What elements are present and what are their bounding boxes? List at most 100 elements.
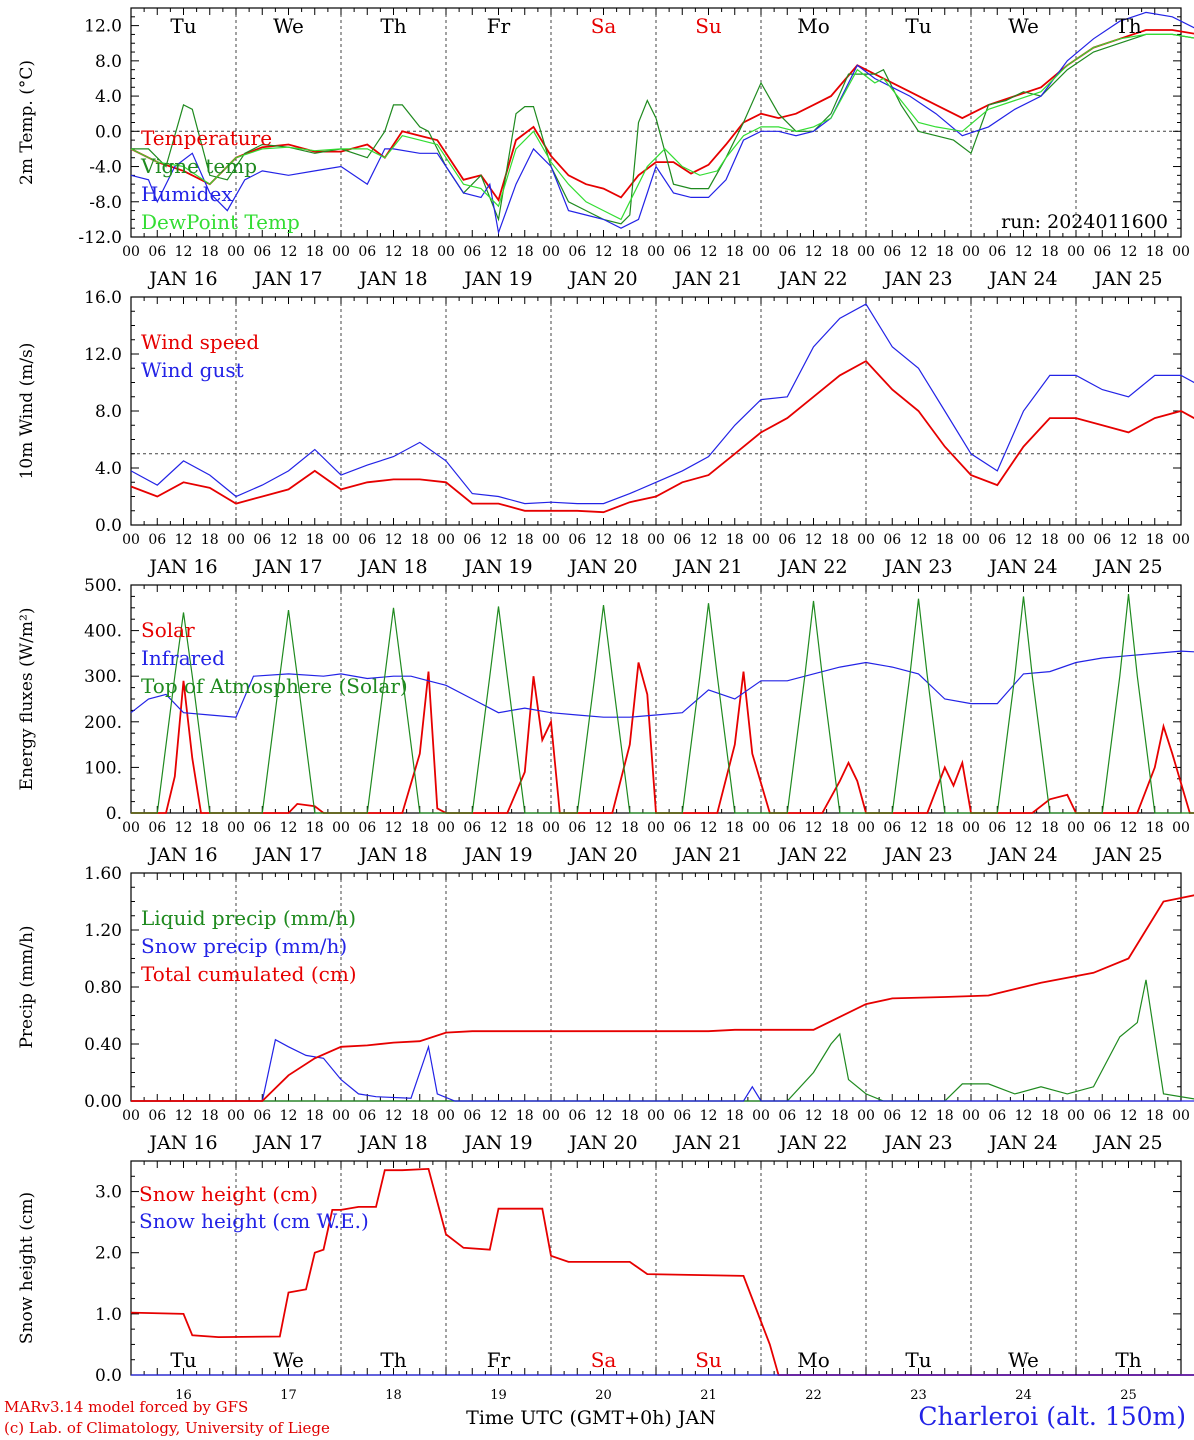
weekday-label: Sa bbox=[591, 1348, 617, 1372]
date-label: JAN 23 bbox=[882, 556, 952, 578]
hour-tick-label: 06 bbox=[253, 244, 271, 260]
hour-tick-label: 18 bbox=[411, 244, 429, 260]
day-number: 16 bbox=[175, 1388, 192, 1403]
y-tick-label: 300. bbox=[84, 667, 122, 687]
hour-tick-label: 18 bbox=[831, 244, 849, 260]
legend-entry: Snow height (cm) bbox=[139, 1182, 318, 1206]
hour-tick-label: 06 bbox=[988, 532, 1006, 548]
date-label: JAN 20 bbox=[567, 1132, 637, 1154]
y-tick-label: -12.0 bbox=[78, 228, 122, 248]
series-line bbox=[130, 303, 1194, 505]
hour-tick-label: 00 bbox=[227, 244, 245, 260]
y-tick-label: 3.0 bbox=[95, 1183, 122, 1203]
date-label: JAN 23 bbox=[882, 268, 952, 290]
day-number: 19 bbox=[490, 1388, 507, 1403]
hour-tick-label: 18 bbox=[306, 1108, 324, 1124]
hour-tick-label: 06 bbox=[148, 820, 166, 836]
y-tick-label: 1.20 bbox=[84, 921, 122, 941]
date-label: JAN 19 bbox=[462, 844, 532, 866]
hour-tick-label: 00 bbox=[332, 244, 350, 260]
hour-tick-label: 06 bbox=[358, 244, 376, 260]
hour-tick-label: 00 bbox=[962, 244, 980, 260]
hour-tick-label: 12 bbox=[490, 244, 508, 260]
date-label: JAN 20 bbox=[567, 556, 637, 578]
hour-tick-label: 12 bbox=[700, 532, 718, 548]
weekday-label: Mo bbox=[797, 14, 830, 38]
y-tick-label: 4.0 bbox=[95, 459, 122, 479]
hour-tick-label: 18 bbox=[201, 244, 219, 260]
hour-tick-label: 06 bbox=[988, 1108, 1006, 1124]
day-number: 24 bbox=[1015, 1388, 1032, 1403]
hour-tick-label: 18 bbox=[516, 244, 534, 260]
hour-tick-label: 12 bbox=[385, 532, 403, 548]
weekday-label: Tu bbox=[170, 1348, 196, 1372]
hour-tick-label: 06 bbox=[463, 1108, 481, 1124]
hour-tick-label: 18 bbox=[621, 532, 639, 548]
weekday-label: Fr bbox=[487, 1348, 511, 1372]
y-tick-label: -4.0 bbox=[89, 158, 122, 178]
hour-tick-label: 12 bbox=[910, 532, 928, 548]
hour-tick-label: 12 bbox=[805, 1108, 823, 1124]
hour-tick-label: 12 bbox=[490, 1108, 508, 1124]
hour-tick-label: 06 bbox=[778, 244, 796, 260]
hour-tick-label: 00 bbox=[332, 532, 350, 548]
hour-tick-label: 18 bbox=[306, 820, 324, 836]
hour-tick-label: 18 bbox=[1146, 532, 1164, 548]
y-tick-label: 100. bbox=[84, 758, 122, 778]
y-tick-label: 400. bbox=[84, 622, 122, 642]
y-tick-label: 0. bbox=[106, 804, 122, 824]
series-line bbox=[131, 894, 1194, 1102]
y-tick-label: 0.0 bbox=[95, 516, 122, 536]
legend-entry: Wind gust bbox=[141, 358, 244, 382]
hour-tick-label: 00 bbox=[332, 1108, 350, 1124]
hour-tick-label: 12 bbox=[490, 532, 508, 548]
day-number: 23 bbox=[910, 1388, 927, 1403]
panel-5: 3.0 2.0 1.0 0.0 Snow height (cm) Snow height … bbox=[17, 1160, 1194, 1386]
weekday-label: Fr bbox=[487, 14, 511, 38]
hour-tick-label: 00 bbox=[437, 1108, 455, 1124]
hour-tick-label: 00 bbox=[437, 532, 455, 548]
series-line bbox=[131, 594, 1194, 814]
hour-tick-label: 00 bbox=[752, 820, 770, 836]
legend-entry: Temperature bbox=[141, 126, 272, 150]
y-tick-label: 0.00 bbox=[84, 1092, 122, 1112]
legend-entry: Snow precip (mm/h) bbox=[141, 934, 347, 958]
hour-tick-label: 06 bbox=[568, 820, 586, 836]
y-tick-label: 0.0 bbox=[95, 1366, 122, 1386]
date-label: JAN 17 bbox=[252, 1132, 322, 1154]
date-label: JAN 16 bbox=[147, 556, 217, 578]
hour-tick-label: 06 bbox=[568, 532, 586, 548]
station-name: Charleroi (alt. 150m) bbox=[918, 1402, 1186, 1431]
hour-tick-label: 18 bbox=[936, 1108, 954, 1124]
hour-tick-label: 12 bbox=[1120, 820, 1138, 836]
hour-tick-label: 18 bbox=[411, 532, 429, 548]
weekday-label: Th bbox=[380, 14, 406, 38]
hour-tick-label: 12 bbox=[280, 820, 298, 836]
date-label: JAN 16 bbox=[147, 844, 217, 866]
hour-tick-label: 18 bbox=[1041, 244, 1059, 260]
hour-tick-label: 18 bbox=[306, 244, 324, 260]
panel-3: 500. 400. 300. 200. 100. 0. Energy fluxes (W/m… bbox=[17, 576, 1194, 866]
hour-tick-label: 06 bbox=[148, 532, 166, 548]
hour-tick-label: 12 bbox=[1015, 532, 1033, 548]
hour-tick-label: 00 bbox=[122, 244, 140, 260]
hour-tick-label: 00 bbox=[857, 1108, 875, 1124]
model-credit: MARv3.14 model forced by GFS bbox=[4, 1398, 249, 1416]
hour-tick-label: 00 bbox=[542, 532, 560, 548]
hour-tick-label: 06 bbox=[778, 1108, 796, 1124]
hour-tick-label: 18 bbox=[621, 1108, 639, 1124]
hour-tick-label: 18 bbox=[516, 820, 534, 836]
hour-tick-label: 18 bbox=[726, 1108, 744, 1124]
legend-entry: Solar bbox=[141, 618, 195, 642]
hour-tick-label: 12 bbox=[700, 244, 718, 260]
hour-tick-label: 00 bbox=[227, 1108, 245, 1124]
weekday-label: Tu bbox=[905, 1348, 931, 1372]
hour-tick-label: 00 bbox=[647, 532, 665, 548]
hour-tick-label: 18 bbox=[1146, 1108, 1164, 1124]
weekday-label: Th bbox=[1115, 1348, 1141, 1372]
hour-tick-label: 06 bbox=[673, 1108, 691, 1124]
y-tick-label: 8.0 bbox=[95, 402, 122, 422]
hour-tick-label: 00 bbox=[647, 244, 665, 260]
hour-tick-label: 12 bbox=[1015, 1108, 1033, 1124]
